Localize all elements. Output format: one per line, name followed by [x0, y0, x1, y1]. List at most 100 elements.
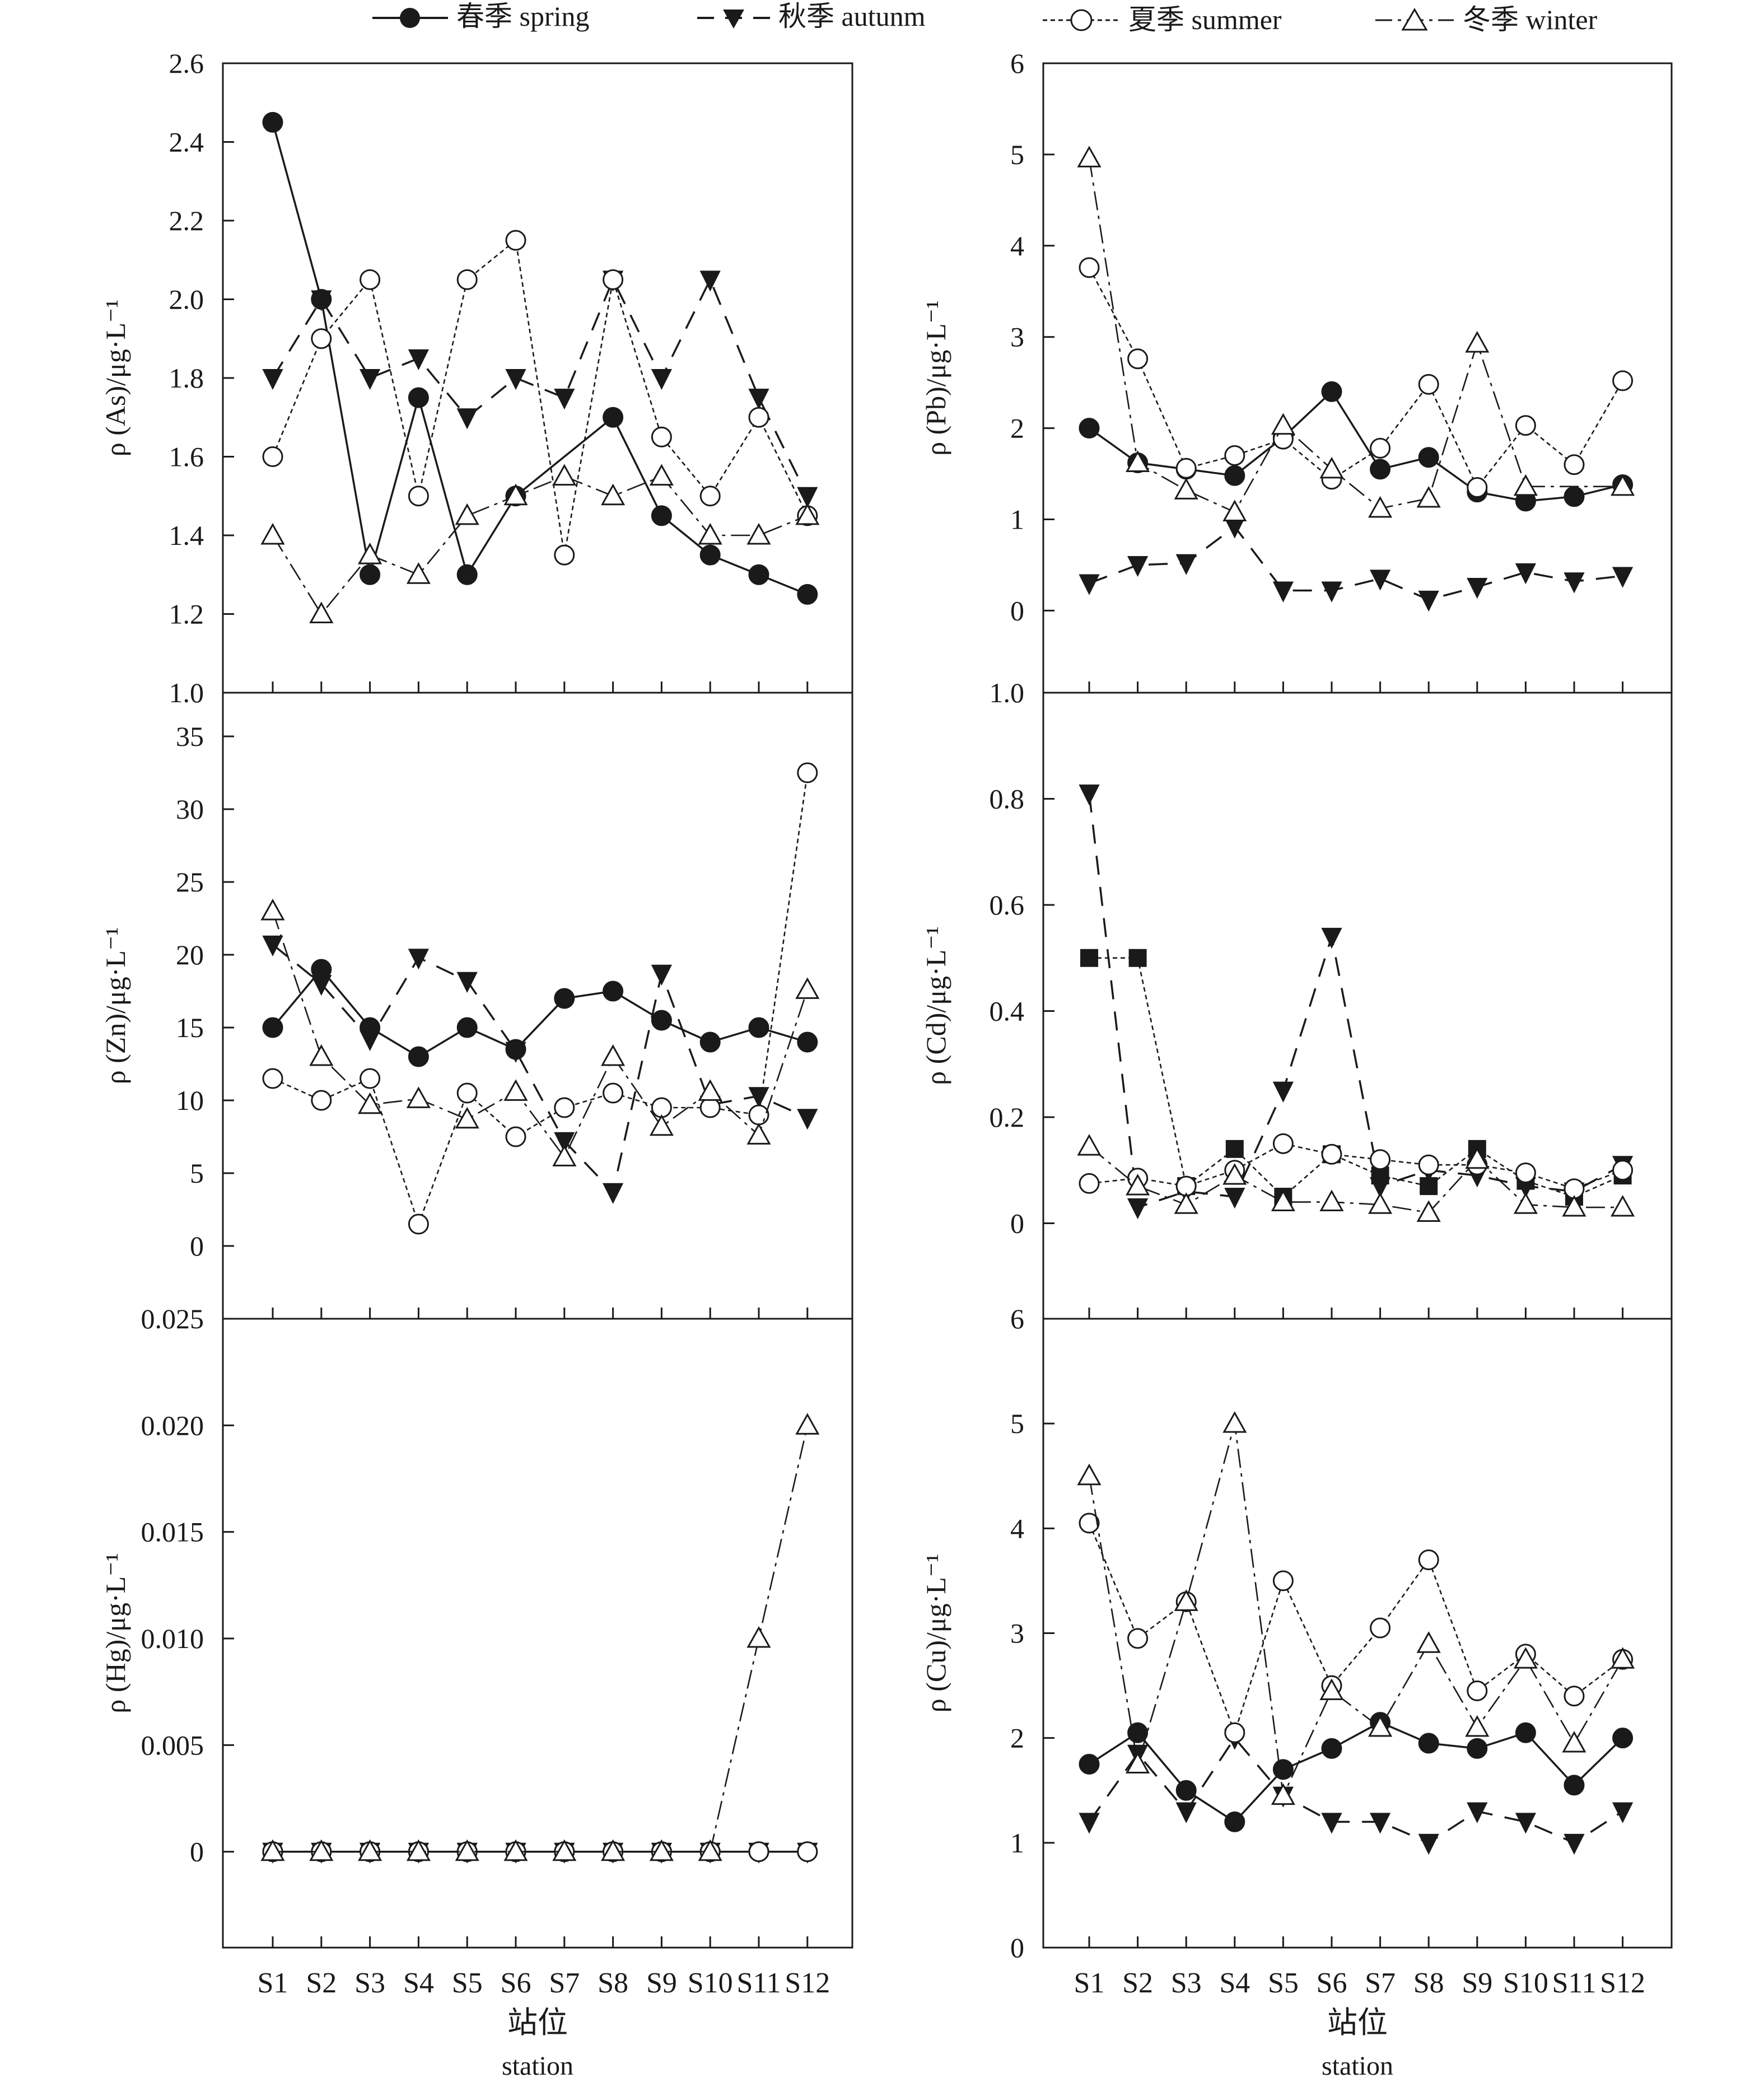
data-point: [260, 522, 285, 545]
data-point: [603, 269, 624, 290]
series-0: [262, 959, 818, 1067]
x-tick-label: S12: [1600, 1967, 1645, 1999]
data-point: [1126, 1752, 1150, 1773]
data-point: [505, 230, 526, 251]
y-tick-label: 6: [1010, 48, 1024, 79]
data-point: [1321, 1813, 1342, 1834]
data-point: [359, 369, 381, 390]
series-2: [262, 230, 818, 566]
data-point: [311, 975, 332, 996]
data-point: [1564, 1775, 1585, 1796]
x-tick-label: S5: [1268, 1967, 1299, 1999]
x-tick-label: S12: [785, 1967, 830, 1999]
data-point: [651, 369, 673, 390]
y-axis-label: ρ (Cu)/μg·L⁻¹: [920, 1554, 951, 1712]
y-tick-label: 15: [176, 1012, 204, 1043]
data-point: [1224, 1722, 1245, 1743]
y-tick-label: 0.6: [990, 889, 1025, 921]
data-point: [456, 269, 478, 290]
series-3: [1077, 146, 1635, 521]
data-point: [1564, 1686, 1585, 1707]
data-point: [1418, 374, 1439, 395]
data-point: [1370, 1617, 1391, 1638]
legend-label-summer: 夏季 summer: [1128, 4, 1282, 35]
data-point: [699, 544, 721, 566]
data-point: [603, 1082, 624, 1104]
y-tick-label: 1.4: [169, 520, 204, 551]
data-point: [1079, 418, 1100, 439]
series-1: [1079, 517, 1634, 612]
x-tick-label: S7: [549, 1967, 580, 1999]
data-point: [505, 369, 526, 390]
data-point: [262, 369, 283, 390]
data-point: [797, 762, 818, 783]
y-tick-label: 2: [1010, 1722, 1024, 1754]
data-point: [1319, 456, 1344, 479]
data-point: [1416, 1200, 1441, 1222]
data-point: [505, 1126, 526, 1147]
data-point: [1467, 1738, 1488, 1759]
series-1: [262, 270, 818, 508]
data-point: [503, 1079, 528, 1101]
legend-item-spring: 春季 spring: [372, 1, 590, 32]
x-tick-label: S8: [1413, 1967, 1444, 1999]
y-tick-label: 0.2: [990, 1101, 1025, 1133]
data-point: [1465, 1147, 1490, 1169]
data-point: [1612, 1802, 1634, 1823]
series-0: [262, 111, 818, 605]
data-point: [1321, 581, 1342, 603]
data-point: [406, 1086, 431, 1108]
y-tick-label: 20: [176, 939, 204, 970]
series-line: [1089, 1721, 1623, 1823]
data-point: [1370, 437, 1391, 459]
y-tick-label: 0.8: [990, 783, 1025, 814]
data-point: [309, 601, 334, 623]
y-tick-label: 1.0: [169, 677, 204, 708]
data-point: [358, 1839, 382, 1861]
data-point: [1126, 1174, 1150, 1196]
data-point: [649, 1114, 674, 1136]
data-point: [1321, 1738, 1342, 1759]
data-point: [1418, 1549, 1439, 1570]
data-point: [1319, 1189, 1344, 1212]
data-point: [1416, 486, 1441, 508]
data-point: [359, 1030, 381, 1052]
data-point: [408, 349, 430, 371]
data-point: [1174, 1589, 1198, 1611]
data-point: [455, 503, 479, 525]
data-point: [748, 389, 769, 410]
data-point: [1272, 1570, 1294, 1591]
data-point: [748, 1087, 769, 1108]
data-point: [408, 486, 429, 507]
y-tick-label: 0: [190, 1230, 204, 1262]
x-tick-label: S3: [354, 1967, 385, 1999]
data-point: [260, 1839, 285, 1861]
data-point: [358, 543, 382, 564]
series-line: [1088, 267, 1623, 488]
data-point: [1127, 555, 1149, 577]
series-line: [1089, 957, 1623, 1198]
data-point: [360, 269, 381, 290]
x-tick-label: S11: [1552, 1967, 1597, 1999]
data-point: [1079, 1513, 1100, 1534]
y-tick-label: 3: [1010, 321, 1024, 353]
data-point: [1272, 1133, 1294, 1154]
series-3: [260, 1413, 820, 1861]
data-point: [795, 1413, 820, 1435]
data-point: [1612, 1160, 1634, 1181]
y-tick-label: 1.8: [169, 362, 204, 394]
data-point: [1564, 486, 1585, 507]
x-tick-label: S7: [1365, 1967, 1396, 1999]
y-tick-label: 0.020: [141, 1409, 204, 1441]
data-point: [748, 1017, 769, 1038]
data-point: [1515, 1813, 1537, 1834]
data-point: [1079, 574, 1100, 595]
panel-2: 0 5 10 15 20 25 30 35 ρ (Zn)/μg·L⁻¹: [100, 692, 853, 1320]
panel-4: 0 0.005 0.010 0.015 0.020 0.025 S1 S2 S3 S4 S5 S6 S7…: [100, 1303, 853, 1999]
data-point: [406, 562, 431, 584]
data-point: [1467, 1802, 1488, 1823]
legend-item-autumn: 秋季 autunm: [697, 1, 926, 32]
data-point: [746, 1626, 771, 1648]
data-point: [360, 564, 381, 585]
data-point: [1077, 146, 1102, 167]
